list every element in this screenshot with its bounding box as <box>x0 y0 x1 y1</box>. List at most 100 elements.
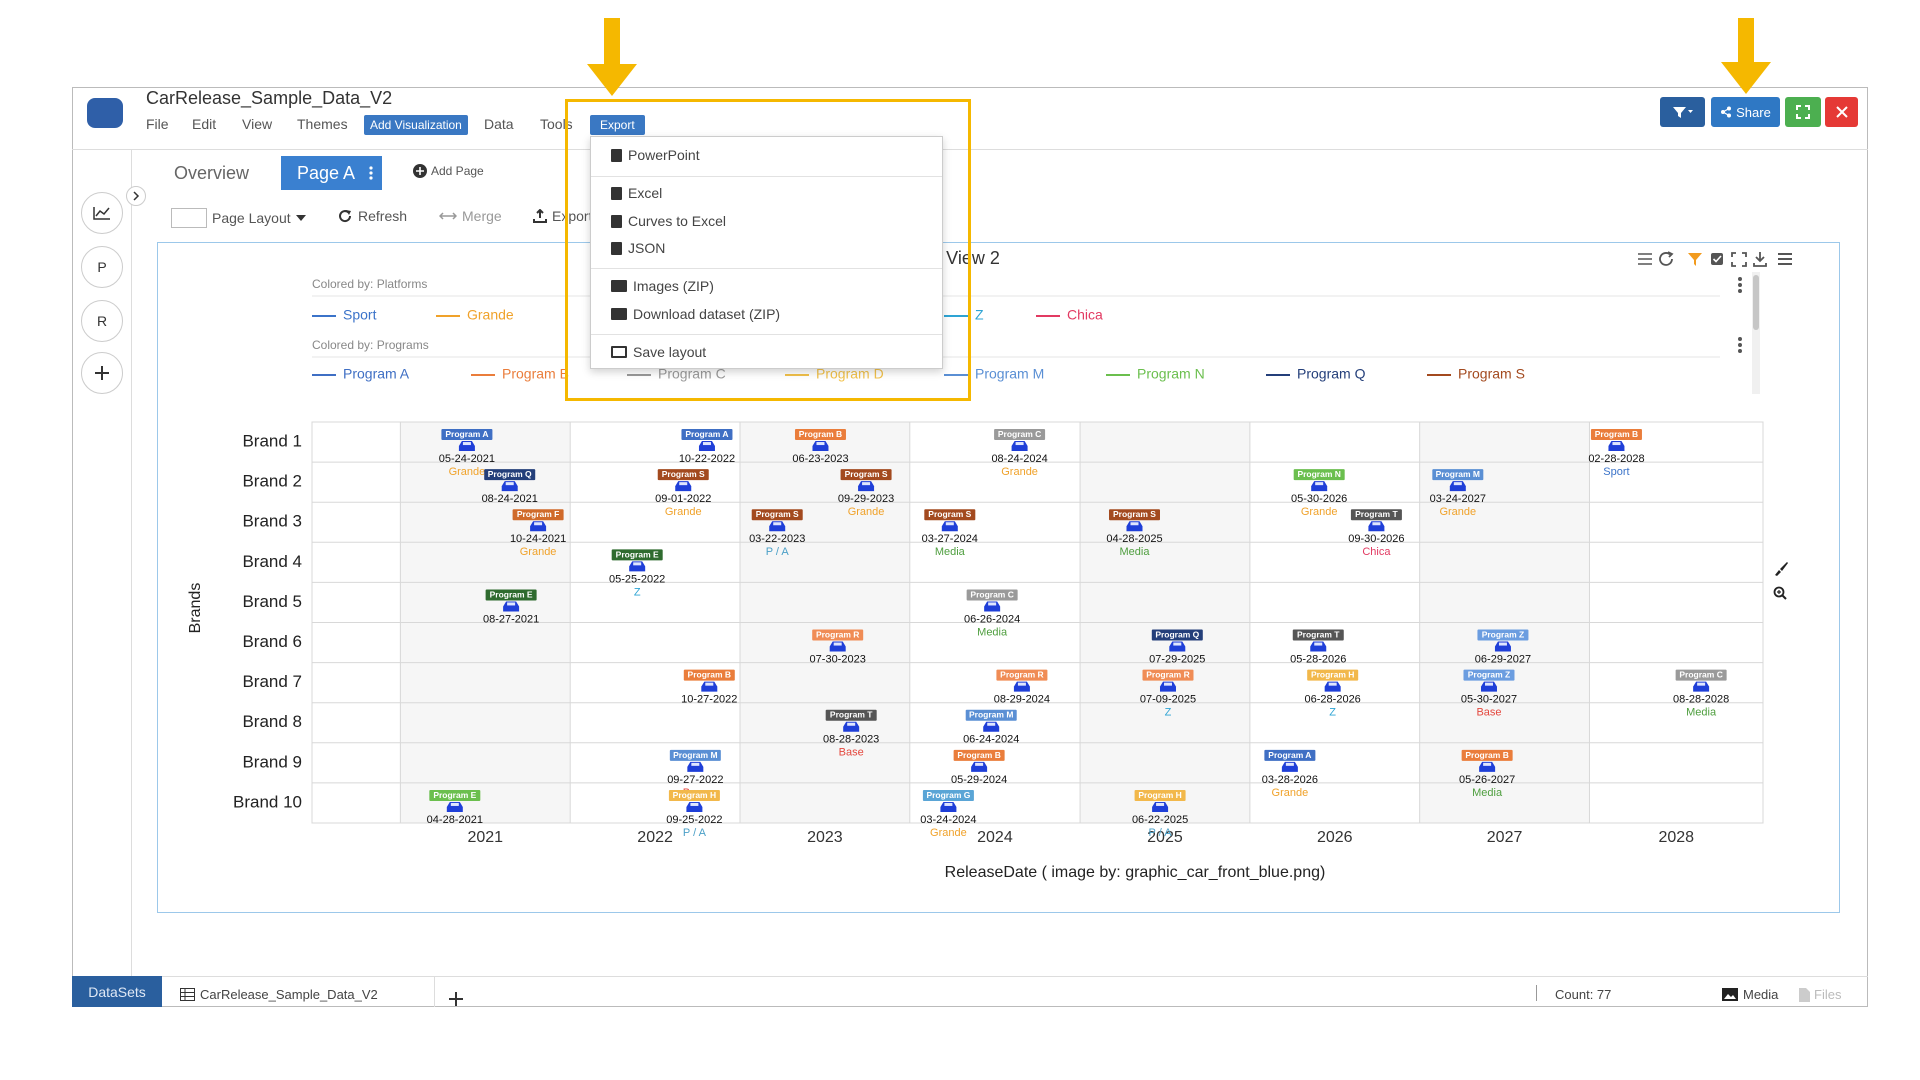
sidebar-add-button[interactable] <box>81 352 123 394</box>
program-tag-label: Program S <box>1113 509 1156 519</box>
car-window <box>1173 642 1182 646</box>
y-tick-label: Brand 2 <box>242 472 302 491</box>
dd-powerpoint[interactable]: PowerPoint <box>611 147 700 163</box>
release-date: 08-28-2023 <box>823 734 879 746</box>
program-tag <box>1461 749 1513 761</box>
menu-data[interactable]: Data <box>484 116 514 132</box>
page-layout-button[interactable]: Page Layout <box>171 208 306 228</box>
files-toggle[interactable]: Files <box>1799 987 1841 1002</box>
car-window <box>847 722 856 726</box>
sidebar-chart-button[interactable] <box>81 192 123 234</box>
platform-label: Base <box>1476 707 1501 719</box>
share-label: Share <box>1736 104 1771 120</box>
release-date: 06-28-2026 <box>1305 694 1361 706</box>
filter-button[interactable] <box>1660 97 1705 127</box>
media-toggle[interactable]: Media <box>1722 987 1778 1002</box>
menu-themes[interactable]: Themes <box>297 116 348 132</box>
media-icon <box>1722 988 1738 1001</box>
program-tag-label: Program R <box>1146 670 1189 680</box>
program-tag <box>512 509 564 521</box>
car-window <box>450 802 459 806</box>
view-header-icons[interactable] <box>1636 249 1816 269</box>
status-divider <box>72 976 1868 977</box>
release-date: 10-27-2022 <box>681 694 737 706</box>
image-icon <box>611 280 627 292</box>
dd-save-layout[interactable]: Save layout <box>611 344 706 360</box>
program-tag-label: Program C <box>998 429 1041 439</box>
close-button[interactable] <box>1825 97 1858 127</box>
platform-label: Z <box>1165 707 1172 719</box>
legend-menu-dots[interactable] <box>1736 276 1744 360</box>
car-window <box>1483 762 1492 766</box>
release-date: 05-30-2027 <box>1461 694 1517 706</box>
program-tag <box>966 589 1018 601</box>
tab-menu-dots[interactable] <box>369 166 373 180</box>
export-button[interactable]: Export <box>533 208 592 224</box>
refresh-button[interactable]: Refresh <box>337 208 407 224</box>
platform-label: Grande <box>1439 506 1476 518</box>
program-tag <box>825 709 877 721</box>
program-tag-label: Program B <box>1465 750 1508 760</box>
car-icon <box>675 481 692 492</box>
car-window <box>507 602 516 606</box>
release-date: 03-27-2024 <box>922 533 978 545</box>
car-icon <box>941 521 958 532</box>
x-axis-label: ReleaseDate ( image by: graphic_car_fron… <box>945 864 1326 881</box>
release-date: 10-22-2022 <box>679 453 735 465</box>
car-icon <box>1368 521 1385 532</box>
layout-icon <box>611 346 627 358</box>
car-window <box>833 642 842 646</box>
car-icon <box>940 801 957 812</box>
chart-side-tools[interactable] <box>1772 560 1790 602</box>
legend-scrollbar[interactable] <box>1753 275 1759 330</box>
program-tag-label: Program G <box>926 790 970 800</box>
menu-add-visualization[interactable]: Add Visualization <box>364 115 468 135</box>
add-dataset-button[interactable] <box>447 990 465 1008</box>
dd-excel[interactable]: Excel <box>611 185 662 201</box>
legend-label: Program A <box>343 366 410 382</box>
dd-download[interactable]: Download dataset (ZIP) <box>611 306 780 322</box>
app-logo[interactable] <box>87 98 123 128</box>
car-icon <box>686 801 703 812</box>
menu-view[interactable]: View <box>242 116 273 132</box>
legend-label: Program D <box>816 366 884 382</box>
dd-label: Excel <box>628 185 663 201</box>
tab-page-a-label: Page A <box>297 162 356 183</box>
datasets-tab[interactable]: DataSets <box>72 976 162 1007</box>
sidebar-expand[interactable] <box>126 186 146 206</box>
menu-file[interactable]: File <box>146 116 169 132</box>
car-icon <box>1152 801 1169 812</box>
layout-swatch <box>171 208 207 228</box>
car-window <box>691 762 700 766</box>
sidebar-p-button[interactable]: P <box>81 246 123 288</box>
program-tag <box>1264 749 1316 761</box>
menu-tools[interactable]: Tools <box>540 116 573 132</box>
sidebar-r-button[interactable]: R <box>81 300 123 342</box>
platform-label: Grande <box>449 466 486 478</box>
dd-images[interactable]: Images (ZIP) <box>611 278 714 294</box>
program-tag-label: Program H <box>673 790 716 800</box>
tab-overview[interactable]: Overview <box>174 163 250 183</box>
car-window <box>1484 682 1493 686</box>
legend-title: Colored by: Programs <box>312 338 429 352</box>
car-window <box>862 482 871 486</box>
car-window <box>1612 442 1621 446</box>
dd-curves-excel[interactable]: Curves to Excel <box>611 213 726 229</box>
tab-page-a[interactable]: Page A <box>281 156 382 190</box>
add-page-button[interactable]: Add Page <box>413 164 484 178</box>
car-icon <box>769 521 786 532</box>
dd-json[interactable]: JSON <box>611 240 665 256</box>
dd-label: Save layout <box>633 344 707 360</box>
menu-export[interactable]: Export <box>590 115 645 135</box>
release-date: 09-01-2022 <box>655 493 711 505</box>
car-window <box>1314 642 1323 646</box>
share-button[interactable]: Share <box>1711 97 1780 127</box>
merge-button[interactable]: Merge <box>439 208 502 224</box>
program-tag <box>681 429 733 441</box>
menu-edit[interactable]: Edit <box>192 116 217 132</box>
fullscreen-button[interactable] <box>1785 97 1821 127</box>
program-tag <box>1463 669 1515 681</box>
program-tag-label: Program A <box>445 429 488 439</box>
dataset-tab[interactable]: CarRelease_Sample_Data_V2 <box>180 987 378 1002</box>
